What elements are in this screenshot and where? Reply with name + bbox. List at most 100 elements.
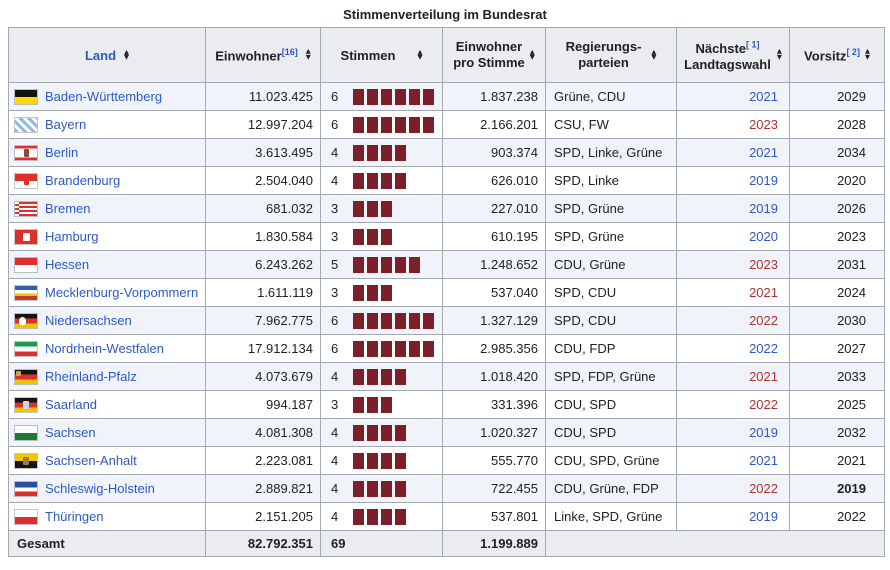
einwohner-pro-stimme-value: 1.248.652 bbox=[442, 250, 546, 279]
landtagswahl-link[interactable]: 2019 bbox=[749, 425, 778, 440]
vote-square bbox=[395, 452, 406, 469]
vote-square bbox=[353, 284, 364, 301]
column-header-land[interactable]: Land ▲ ▼ bbox=[8, 27, 206, 83]
flag-emblem bbox=[16, 370, 21, 376]
state-link[interactable]: Bremen bbox=[45, 201, 91, 216]
table-row: Saarland 994.187 3 331.396 CDU, SPD 2022 2025 bbox=[8, 390, 885, 419]
landtagswahl-link[interactable]: 2019 bbox=[749, 509, 778, 524]
landtagswahl-cell: 2020 bbox=[676, 222, 790, 251]
vorsitz-value: 2033 bbox=[789, 362, 885, 391]
state-link[interactable]: Thüringen bbox=[45, 509, 104, 524]
landtagswahl-link[interactable]: 2021 bbox=[749, 369, 778, 384]
sort-icon[interactable]: ▲ ▼ bbox=[529, 47, 535, 61]
footnote-ref-16[interactable]: [16] bbox=[281, 46, 298, 57]
vote-square bbox=[423, 312, 434, 329]
stimmen-count: 6 bbox=[331, 117, 339, 132]
footnote-ref-1[interactable]: [ 1] bbox=[746, 39, 760, 50]
einwohner-pro-stimme-value: 331.396 bbox=[442, 390, 546, 419]
stimmen-bar bbox=[353, 480, 406, 497]
column-header-stimmen[interactable]: Stimmen ▲ ▼ bbox=[320, 27, 443, 83]
einwohner-pro-stimme-value: 2.166.201 bbox=[442, 110, 546, 139]
einwohner-value: 2.151.205 bbox=[205, 502, 321, 531]
state-link[interactable]: Sachsen bbox=[45, 425, 96, 440]
state-link[interactable]: Brandenburg bbox=[45, 173, 121, 188]
landtagswahl-cell: 2022 bbox=[676, 334, 790, 363]
stimmen-cell: 4 bbox=[320, 446, 443, 475]
vote-square bbox=[409, 88, 420, 105]
landtagswahl-link[interactable]: 2023 bbox=[749, 117, 778, 132]
state-link[interactable]: Schleswig-Holstein bbox=[45, 481, 155, 496]
landtagswahl-link[interactable]: 2022 bbox=[749, 341, 778, 356]
landtagswahl-link[interactable]: 2023 bbox=[749, 257, 778, 272]
vote-square bbox=[367, 368, 378, 385]
sort-icon[interactable]: ▲ ▼ bbox=[124, 47, 130, 61]
einwohner-pro-stimme-value: 1.837.238 bbox=[442, 82, 546, 111]
landtagswahl-link[interactable]: 2019 bbox=[749, 201, 778, 216]
state-link[interactable]: Sachsen-Anhalt bbox=[45, 453, 137, 468]
state-link[interactable]: Niedersachsen bbox=[45, 313, 132, 328]
state-link[interactable]: Mecklenburg-Vorpommern bbox=[45, 285, 199, 300]
flag-baden-wuerttemberg-icon bbox=[15, 89, 37, 104]
column-header-regierungsparteien[interactable]: Regierungs-parteien ▲ ▼ bbox=[545, 27, 677, 83]
landtagswahl-link[interactable]: 2020 bbox=[749, 229, 778, 244]
flag-berlin-icon bbox=[15, 145, 37, 160]
einwohner-value: 17.912.134 bbox=[205, 334, 321, 363]
column-header-vorsitz[interactable]: Vorsitz[ 2] ▲ ▼ bbox=[789, 27, 885, 83]
sort-icon[interactable]: ▲ ▼ bbox=[651, 47, 657, 61]
table-row: Nordrhein-Westfalen 17.912.134 6 2.985.356 C… bbox=[8, 334, 885, 363]
table-row: Hessen 6.243.262 5 1.248.652 CDU, Grüne 2023 2… bbox=[8, 250, 885, 279]
vote-square bbox=[353, 312, 364, 329]
land-cell: Baden-Württemberg bbox=[8, 82, 206, 111]
landtagswahl-link[interactable]: 2022 bbox=[749, 481, 778, 496]
landtagswahl-link[interactable]: 2021 bbox=[749, 285, 778, 300]
state-link[interactable]: Bayern bbox=[45, 117, 87, 132]
landtagswahl-link[interactable]: 2021 bbox=[749, 89, 778, 104]
column-header-naechste-landtagswahl[interactable]: Nächste[ 1] Landtagswahl ▲ ▼ bbox=[676, 27, 790, 83]
state-link[interactable]: Baden-Württemberg bbox=[45, 89, 163, 104]
state-link[interactable]: Nordrhein-Westfalen bbox=[45, 341, 164, 356]
footnote-ref-2[interactable]: [ 2] bbox=[846, 46, 860, 57]
total-empty-cell bbox=[545, 530, 885, 557]
vote-square bbox=[367, 396, 378, 413]
regierungsparteien-value: CSU, FW bbox=[545, 110, 677, 139]
vorsitz-value: 2024 bbox=[789, 278, 885, 307]
landtagswahl-link[interactable]: 2021 bbox=[749, 145, 778, 160]
vorsitz-value: 2034 bbox=[789, 138, 885, 167]
vote-square bbox=[381, 340, 392, 357]
column-header-einwohner[interactable]: Einwohner[16] ▲ ▼ bbox=[205, 27, 321, 83]
sort-icon[interactable]: ▲ ▼ bbox=[864, 47, 870, 61]
sort-icon[interactable]: ▲ ▼ bbox=[417, 47, 423, 61]
vote-square bbox=[353, 116, 364, 133]
vorsitz-value: 2023 bbox=[789, 222, 885, 251]
vote-square bbox=[367, 200, 378, 217]
landtagswahl-cell: 2019 bbox=[676, 418, 790, 447]
einwohner-value: 2.223.081 bbox=[205, 446, 321, 475]
stimmen-bar bbox=[353, 116, 434, 133]
vote-square bbox=[353, 508, 364, 525]
einwohner-pro-stimme-value: 555.770 bbox=[442, 446, 546, 475]
vote-square bbox=[381, 312, 392, 329]
sort-icon[interactable]: ▲ ▼ bbox=[776, 47, 782, 61]
total-einwohner-pro-stimme: 1.199.889 bbox=[442, 530, 546, 557]
table-row: Sachsen-Anhalt 2.223.081 4 555.770 CDU, SPD,… bbox=[8, 446, 885, 475]
state-link[interactable]: Hamburg bbox=[45, 229, 99, 244]
flag-thueringen-icon bbox=[15, 509, 37, 524]
einwohner-pro-stimme-value: 1.327.129 bbox=[442, 306, 546, 335]
landtagswahl-link[interactable]: 2021 bbox=[749, 453, 778, 468]
sort-icon[interactable]: ▲ ▼ bbox=[305, 47, 311, 61]
state-link[interactable]: Hessen bbox=[45, 257, 90, 272]
column-header-einwohner-pro-stimme[interactable]: Einwohner pro Stimme ▲ ▼ bbox=[442, 27, 546, 83]
regierungsparteien-value: CDU, SPD, Grüne bbox=[545, 446, 677, 475]
einwohner-pro-stimme-value: 1.018.420 bbox=[442, 362, 546, 391]
state-link[interactable]: Rheinland-Pfalz bbox=[45, 369, 137, 384]
landtagswahl-link[interactable]: 2022 bbox=[749, 313, 778, 328]
landtagswahl-link[interactable]: 2022 bbox=[749, 397, 778, 412]
state-link[interactable]: Berlin bbox=[45, 145, 79, 160]
state-link[interactable]: Saarland bbox=[45, 397, 98, 412]
bundesrat-table: Land ▲ ▼ Einwohner[16] ▲ ▼ Stimmen ▲ ▼ Einw… bbox=[8, 27, 885, 557]
vorsitz-value: 2022 bbox=[789, 502, 885, 531]
vote-square bbox=[395, 480, 406, 497]
landtagswahl-cell: 2021 bbox=[676, 362, 790, 391]
landtagswahl-cell: 2019 bbox=[676, 166, 790, 195]
landtagswahl-link[interactable]: 2019 bbox=[749, 173, 778, 188]
